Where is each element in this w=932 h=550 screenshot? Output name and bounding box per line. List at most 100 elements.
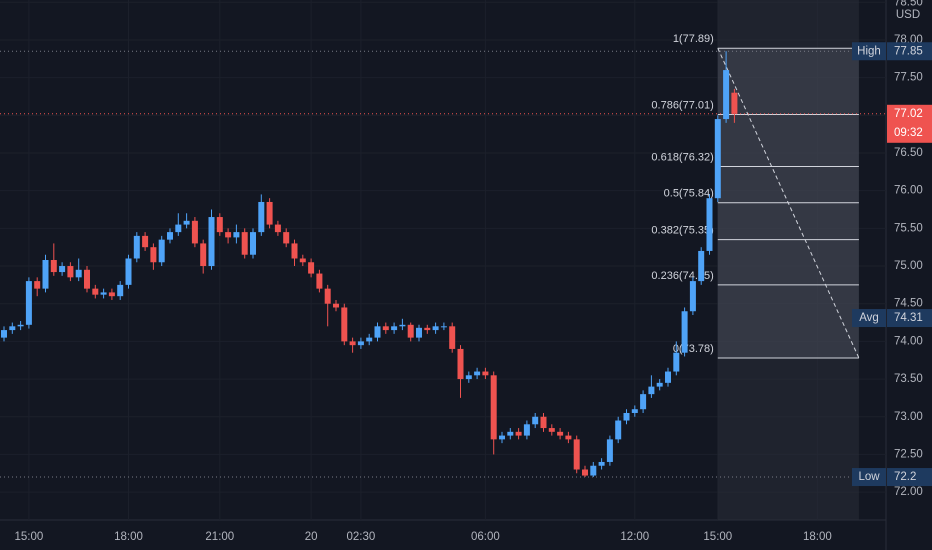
candle-body (258, 201, 265, 233)
candle-body (723, 70, 730, 120)
candle-body (565, 435, 572, 440)
candle-body (465, 375, 472, 380)
candle-body (208, 217, 215, 267)
y-tick-label: 78.50 (894, 0, 923, 8)
candle-body (200, 243, 207, 267)
candle-body (698, 250, 705, 282)
candle-body (590, 465, 597, 476)
candle-body (250, 232, 256, 255)
candle-body (67, 266, 74, 278)
currency: USD (896, 9, 920, 21)
candle-body (615, 420, 622, 440)
y-tick-label: 72.00 (894, 486, 923, 498)
fib-label: 1(77.89) (673, 33, 714, 45)
candle-body (440, 326, 447, 328)
candle-body (457, 348, 464, 380)
fib-label: 0.382(75.35) (651, 225, 713, 237)
tag-name-bg (852, 468, 886, 487)
candle-body (523, 424, 530, 436)
x-tick-label: 21:00 (205, 531, 234, 543)
candle-body (391, 326, 398, 331)
candle-body (631, 409, 638, 413)
candle-body (167, 232, 173, 240)
y-tick-label: 75.00 (894, 260, 923, 272)
tag-name-bg (852, 42, 886, 61)
candle-body (191, 220, 198, 244)
candle-body (150, 247, 157, 263)
x-tick-label: 02:30 (347, 531, 376, 543)
candle-body (656, 382, 663, 387)
candle-body (490, 375, 497, 440)
candle-body (582, 469, 588, 476)
tag-value-bg (887, 309, 932, 328)
countdown: 09:32 (894, 127, 923, 139)
candle-body (706, 198, 713, 251)
tag-value-bg (887, 42, 932, 61)
candle-body (233, 232, 240, 238)
candle-body (75, 269, 82, 278)
y-tick-label: 72.50 (894, 448, 923, 460)
candle-body (507, 431, 514, 436)
x-tick-label: 06:00 (471, 531, 500, 543)
candle-body (266, 201, 273, 225)
fib-label: 0.5(75.84) (664, 188, 714, 200)
y-tick-label: 74.00 (894, 335, 923, 347)
tag-value-bg (887, 468, 932, 487)
candle-body (407, 324, 414, 338)
fib-label: 0.786(77.01) (651, 99, 713, 111)
candle-body (532, 416, 539, 425)
candle-body (382, 326, 389, 331)
candle-body (673, 352, 680, 372)
candle-body (665, 371, 671, 383)
candle-body (291, 243, 298, 259)
y-tick-label: 76.00 (894, 185, 923, 197)
candle-body (648, 386, 655, 395)
y-tick-label: 77.50 (894, 72, 923, 84)
candle-body (540, 416, 547, 429)
x-tick-label: 12:00 (620, 531, 649, 543)
candle-body (225, 232, 232, 238)
y-tick-label: 75.50 (894, 222, 923, 234)
y-tick-label: 73.50 (894, 373, 923, 385)
candle-body (316, 273, 323, 289)
candle-body (108, 292, 115, 297)
candle-body (216, 217, 223, 233)
candle-body (283, 232, 290, 244)
candle-body (482, 371, 489, 376)
tag-value: 72.2 (894, 471, 916, 483)
last-price-bg (887, 104, 932, 143)
candle-body (17, 324, 24, 327)
candle-body (324, 288, 331, 304)
fib-label: 0.618(76.32) (651, 151, 713, 163)
y-tick-label: 73.00 (894, 411, 923, 423)
candle-body (133, 235, 140, 259)
candle-body (50, 260, 57, 273)
candle-body (499, 435, 505, 440)
candle-body (1, 330, 7, 338)
candle-body (689, 281, 696, 312)
candle-body (125, 258, 132, 285)
candle-body (357, 341, 364, 346)
candle-body (308, 262, 315, 274)
candle-body (474, 371, 481, 376)
candle-body (399, 324, 406, 327)
candle-body (681, 311, 688, 353)
candle-body (333, 303, 339, 308)
candle-body (432, 326, 439, 331)
tag-name: Avg (859, 312, 879, 324)
candle-body (598, 461, 605, 466)
y-tick-label: 74.50 (894, 298, 923, 310)
candle-body (366, 337, 373, 342)
candle-body (424, 327, 431, 331)
candle-body (449, 326, 456, 349)
candle-body (299, 258, 306, 263)
fib-trend (717, 48, 860, 359)
candle-body (606, 439, 613, 462)
candle-body (175, 224, 182, 233)
y-tick-label: 76.50 (894, 147, 923, 159)
x-tick-label: 18:00 (114, 531, 143, 543)
candle-body (34, 281, 41, 289)
candle-body (84, 269, 90, 289)
x-tick-label: 15:00 (703, 531, 732, 543)
